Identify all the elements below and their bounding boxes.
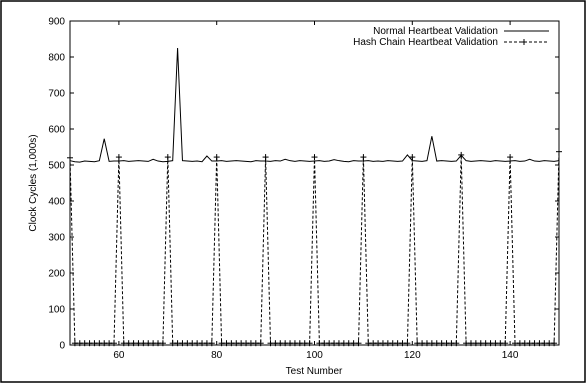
data-point-marker	[213, 154, 220, 161]
x-tick-label: 120	[404, 350, 421, 361]
data-point-marker	[262, 154, 269, 161]
x-tick-label: 140	[502, 350, 519, 361]
legend-label-normal: Normal Heartbeat Validation	[373, 26, 498, 37]
data-point-marker	[507, 154, 514, 161]
data-point-marker	[311, 154, 318, 161]
data-point-marker	[458, 151, 465, 158]
legend-label-hash-chain: Hash Chain Heartbeat Validation	[353, 37, 498, 48]
data-point-marker	[409, 154, 416, 161]
y-tick-label: 0	[59, 341, 65, 352]
y-tick-label: 300	[48, 233, 65, 244]
y-tick-label: 400	[48, 197, 65, 208]
x-axis-label: Test Number	[286, 366, 343, 377]
x-tick-label: 60	[113, 350, 125, 361]
x-tick-label: 80	[211, 350, 223, 361]
y-tick-label: 500	[48, 161, 65, 172]
data-point-marker	[115, 154, 122, 161]
y-axis-label: Clock Cycles (1,000s)	[28, 134, 39, 231]
y-tick-label: 800	[48, 53, 65, 64]
x-tick-label: 100	[306, 350, 323, 361]
y-tick-label: 900	[48, 17, 65, 28]
legend: Normal Heartbeat Validation Hash Chain H…	[353, 26, 549, 48]
y-tick-label: 100	[48, 305, 65, 316]
y-tick-label: 700	[48, 89, 65, 100]
x-axis-ticks: 60 80 100 120 140	[113, 21, 519, 361]
plot-frame	[69, 20, 560, 346]
legend-marker-hash-chain	[521, 39, 527, 45]
data-point-marker	[360, 154, 367, 161]
data-point-marker	[164, 154, 171, 161]
y-tick-label: 200	[48, 269, 65, 280]
y-tick-label: 600	[48, 125, 65, 136]
